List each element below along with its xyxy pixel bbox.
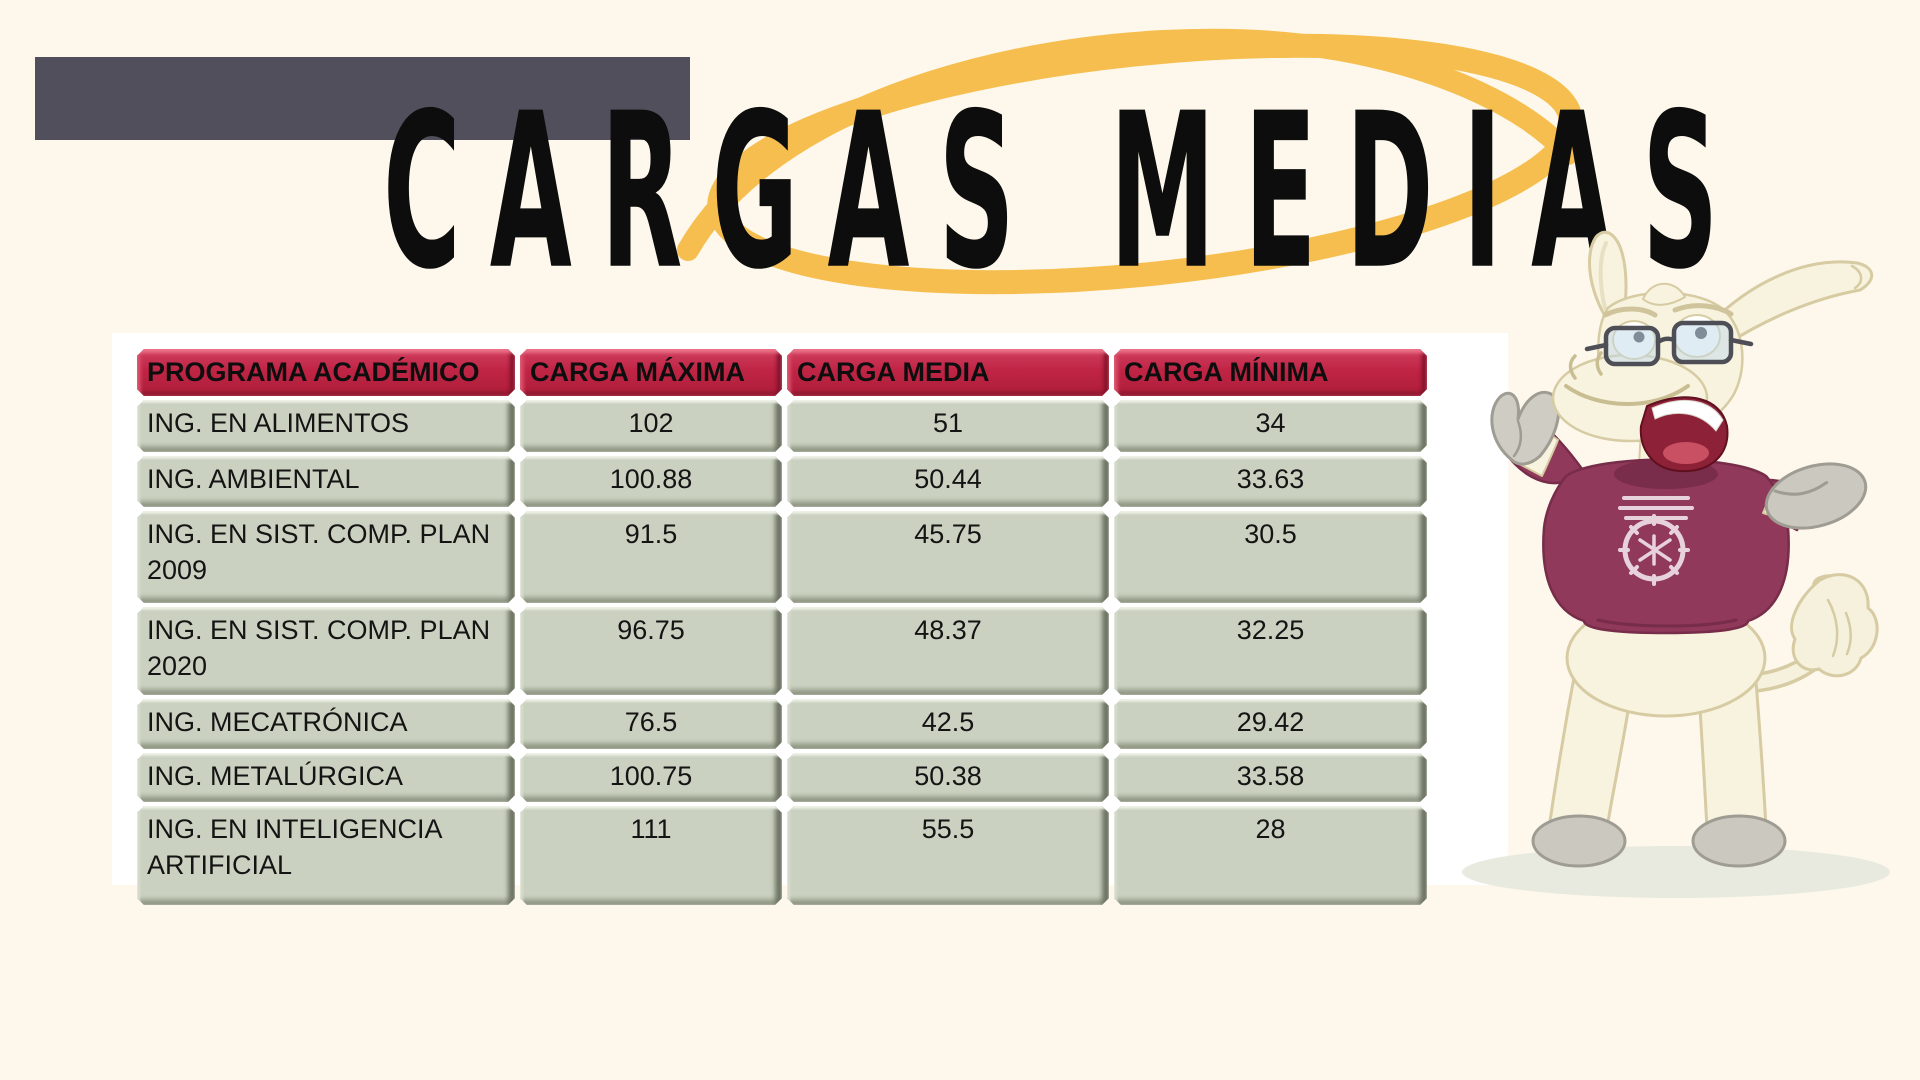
header-carga-maxima: CARGA MÁXIMA [520, 349, 782, 396]
right-hoof [1764, 462, 1868, 530]
table-row: ING. METALÚRGICA 100.75 50.38 33.58 [137, 753, 1427, 802]
forelock [1642, 282, 1686, 306]
mascot-shadow [1462, 846, 1890, 898]
page-title: CARGAS MEDIAS [383, 67, 1748, 317]
table-card: PROGRAMA ACADÉMICO CARGA MÁXIMA CARGA ME… [112, 333, 1508, 885]
cell-carga-maxima: 96.75 [520, 607, 782, 695]
cell-carga-maxima: 91.5 [520, 511, 782, 603]
cell-carga-maxima: 100.88 [520, 456, 782, 507]
table-row: ING. EN SIST. COMP. PLAN 2009 91.5 45.75… [137, 511, 1427, 603]
cell-carga-media: 45.75 [787, 511, 1109, 603]
header-carga-media: CARGA MEDIA [787, 349, 1109, 396]
teeth [1651, 399, 1724, 432]
table-row: ING. AMBIENTAL 100.88 50.44 33.63 [137, 456, 1427, 507]
cell-carga-maxima: 102 [520, 400, 782, 452]
cell-carga-media: 51 [787, 400, 1109, 452]
cell-programa: ING. MECATRÓNICA [137, 699, 515, 749]
gray-accent-bar [35, 57, 690, 140]
cell-carga-minima: 33.58 [1114, 753, 1427, 802]
cell-programa: ING. EN SIST. COMP. PLAN 2009 [137, 511, 515, 603]
table-row: ING. EN ALIMENTOS 102 51 34 [137, 400, 1427, 452]
cell-programa: ING. EN ALIMENTOS [137, 400, 515, 452]
cell-carga-minima: 30.5 [1114, 511, 1427, 603]
cell-carga-maxima: 76.5 [520, 699, 782, 749]
tail-fluff [1790, 573, 1879, 678]
cell-carga-minima: 29.42 [1114, 699, 1427, 749]
cell-programa: ING. EN SIST. COMP. PLAN 2020 [137, 607, 515, 695]
left-hoof-shoe [1531, 814, 1627, 868]
tongue [1661, 440, 1711, 466]
cell-carga-media: 48.37 [787, 607, 1109, 695]
header-carga-minima: CARGA MÍNIMA [1114, 349, 1427, 396]
cell-carga-maxima: 100.75 [520, 753, 782, 802]
cell-carga-minima: 28 [1114, 806, 1427, 905]
header-programa-academico: PROGRAMA ACADÉMICO [137, 349, 515, 396]
glasses [1584, 320, 1754, 367]
cell-programa: ING. METALÚRGICA [137, 753, 515, 802]
cell-carga-minima: 32.25 [1114, 607, 1427, 695]
cell-carga-minima: 34 [1114, 400, 1427, 452]
table-row: ING. MECATRÓNICA 76.5 42.5 29.42 [137, 699, 1427, 749]
cell-carga-media: 55.5 [787, 806, 1109, 905]
cell-carga-media: 42.5 [787, 699, 1109, 749]
cell-programa: ING. EN INTELIGENCIA ARTIFICIAL [137, 806, 515, 905]
right-ear [1708, 260, 1874, 346]
table-row: ING. EN INTELIGENCIA ARTIFICIAL 111 55.5… [137, 806, 1427, 905]
donkey-mascot [1462, 230, 1890, 898]
right-hoof-shoe [1691, 814, 1787, 868]
left-hoof [1490, 390, 1561, 466]
cell-carga-media: 50.44 [787, 456, 1109, 507]
table-row: ING. EN SIST. COMP. PLAN 2020 96.75 48.3… [137, 607, 1427, 695]
shirt-logo [1618, 496, 1694, 586]
cell-carga-media: 50.38 [787, 753, 1109, 802]
cell-carga-maxima: 111 [520, 806, 782, 905]
table-header-row: PROGRAMA ACADÉMICO CARGA MÁXIMA CARGA ME… [137, 349, 1427, 396]
cell-carga-minima: 33.63 [1114, 456, 1427, 507]
cargas-table: PROGRAMA ACADÉMICO CARGA MÁXIMA CARGA ME… [132, 345, 1432, 909]
cell-programa: ING. AMBIENTAL [137, 456, 515, 507]
yellow-oval-scribble [677, 28, 1583, 295]
